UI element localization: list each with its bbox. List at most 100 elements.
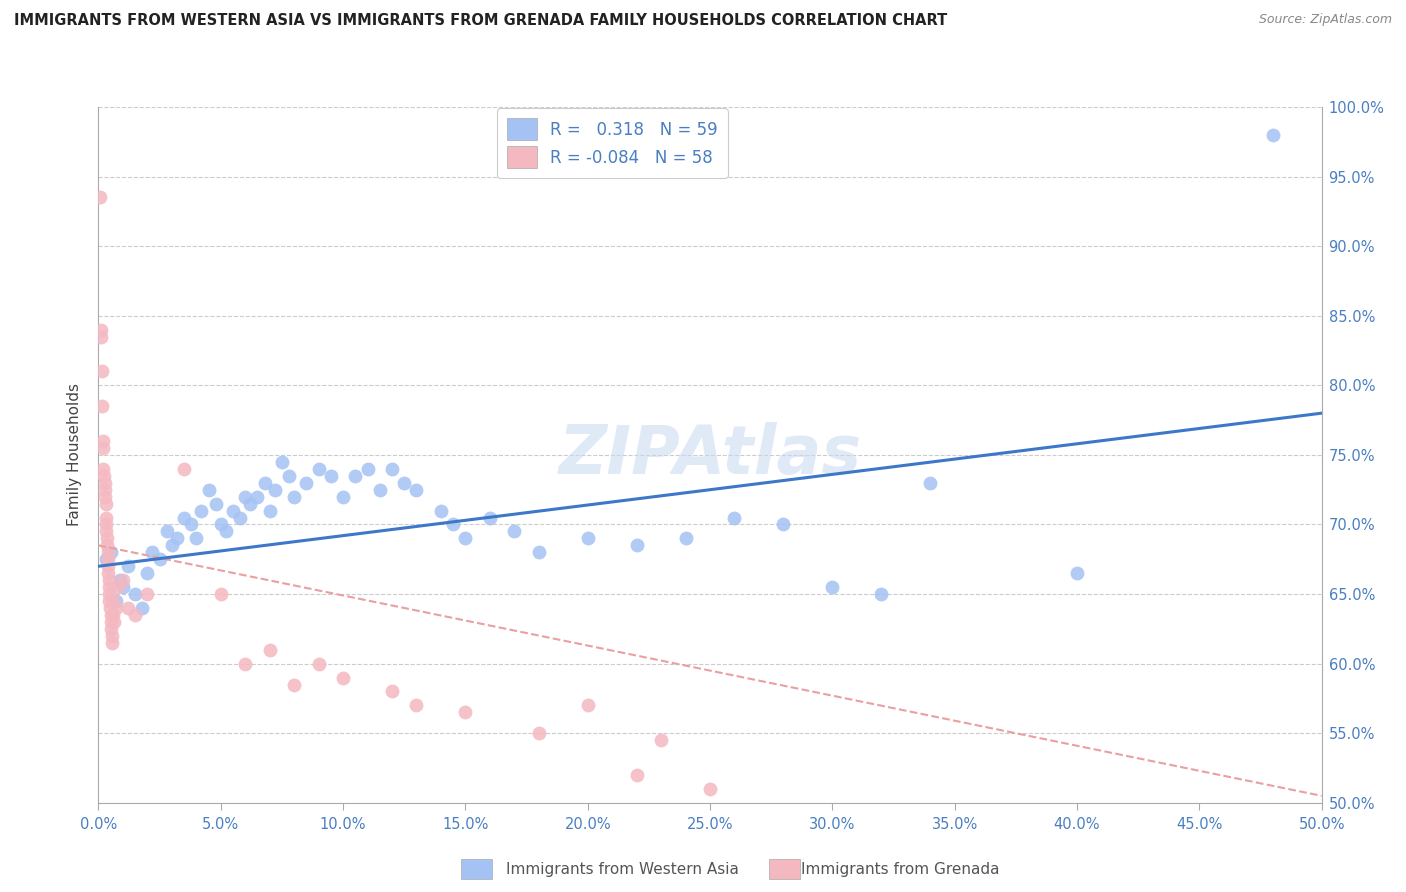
Point: [111, 580, 134, 594]
Point: [344, 468, 367, 483]
Point: [124, 607, 146, 622]
Point: [96, 532, 118, 546]
Point: [381, 462, 404, 476]
Point: [527, 545, 550, 559]
Point: [173, 462, 195, 476]
Point: [100, 615, 122, 629]
Point: [97, 566, 120, 581]
Point: [441, 517, 464, 532]
Point: [94, 510, 117, 524]
Y-axis label: Family Households: Family Households: [67, 384, 83, 526]
Point: [283, 677, 305, 691]
Point: [101, 607, 124, 622]
Point: [527, 726, 550, 740]
Point: [96, 517, 118, 532]
Point: [104, 594, 127, 608]
Point: [270, 455, 294, 469]
Point: [173, 510, 195, 524]
Point: [699, 781, 721, 796]
Point: [98, 587, 121, 601]
Point: [103, 615, 125, 629]
Point: [101, 629, 124, 643]
Point: [332, 671, 354, 685]
Point: [111, 573, 134, 587]
Point: [626, 538, 648, 552]
Point: [209, 587, 232, 601]
Point: [478, 510, 501, 524]
Point: [405, 698, 427, 713]
Point: [214, 524, 236, 539]
Point: [454, 706, 477, 720]
Point: [98, 601, 121, 615]
Point: [97, 559, 120, 574]
Point: [772, 517, 794, 532]
Point: [97, 573, 120, 587]
Point: [98, 594, 121, 608]
Point: [205, 497, 228, 511]
Point: [283, 490, 305, 504]
Point: [626, 768, 648, 782]
Text: Source: ZipAtlas.com: Source: ZipAtlas.com: [1258, 13, 1392, 27]
Point: [239, 497, 262, 511]
Point: [136, 566, 159, 581]
Point: [233, 657, 256, 671]
Point: [503, 524, 526, 539]
Point: [94, 490, 117, 504]
Text: Immigrants from Grenada: Immigrants from Grenada: [801, 863, 1000, 877]
Point: [675, 532, 697, 546]
Point: [368, 483, 391, 497]
Point: [160, 538, 183, 552]
Point: [101, 636, 124, 650]
Point: [131, 601, 153, 615]
Point: [308, 462, 330, 476]
Point: [356, 462, 378, 476]
Point: [93, 475, 115, 490]
Point: [97, 552, 120, 566]
Point: [186, 532, 208, 546]
Point: [263, 483, 285, 497]
Point: [870, 587, 893, 601]
Point: [141, 545, 163, 559]
Point: [576, 698, 599, 713]
Legend: R =   0.318   N = 59, R = -0.084   N = 58: R = 0.318 N = 59, R = -0.084 N = 58: [496, 109, 728, 178]
Point: [136, 587, 159, 601]
Point: [246, 490, 269, 504]
Text: ZIPAtlas: ZIPAtlas: [558, 422, 862, 488]
Point: [650, 733, 672, 747]
Point: [278, 468, 301, 483]
Point: [91, 399, 114, 413]
Point: [91, 462, 114, 476]
Point: [821, 580, 844, 594]
Point: [392, 475, 416, 490]
Point: [308, 657, 330, 671]
Point: [156, 524, 179, 539]
Point: [96, 538, 118, 552]
Point: [454, 532, 477, 546]
Point: [295, 475, 318, 490]
Point: [96, 524, 118, 539]
Point: [100, 607, 122, 622]
Point: [920, 475, 942, 490]
Point: [89, 190, 111, 204]
Point: [332, 490, 354, 504]
Point: [1066, 566, 1088, 581]
Point: [430, 503, 453, 517]
Point: [222, 503, 245, 517]
Point: [91, 434, 114, 448]
Point: [166, 532, 188, 546]
Point: [259, 642, 281, 657]
Point: [90, 323, 112, 337]
Point: [94, 552, 117, 566]
Point: [94, 497, 117, 511]
Point: [190, 503, 212, 517]
Point: [723, 510, 745, 524]
Point: [110, 573, 132, 587]
Point: [91, 364, 114, 378]
Point: [101, 594, 124, 608]
Text: Immigrants from Western Asia: Immigrants from Western Asia: [506, 863, 740, 877]
Point: [229, 510, 252, 524]
Point: [100, 622, 122, 636]
Point: [97, 545, 120, 559]
Point: [117, 601, 139, 615]
Point: [93, 468, 115, 483]
